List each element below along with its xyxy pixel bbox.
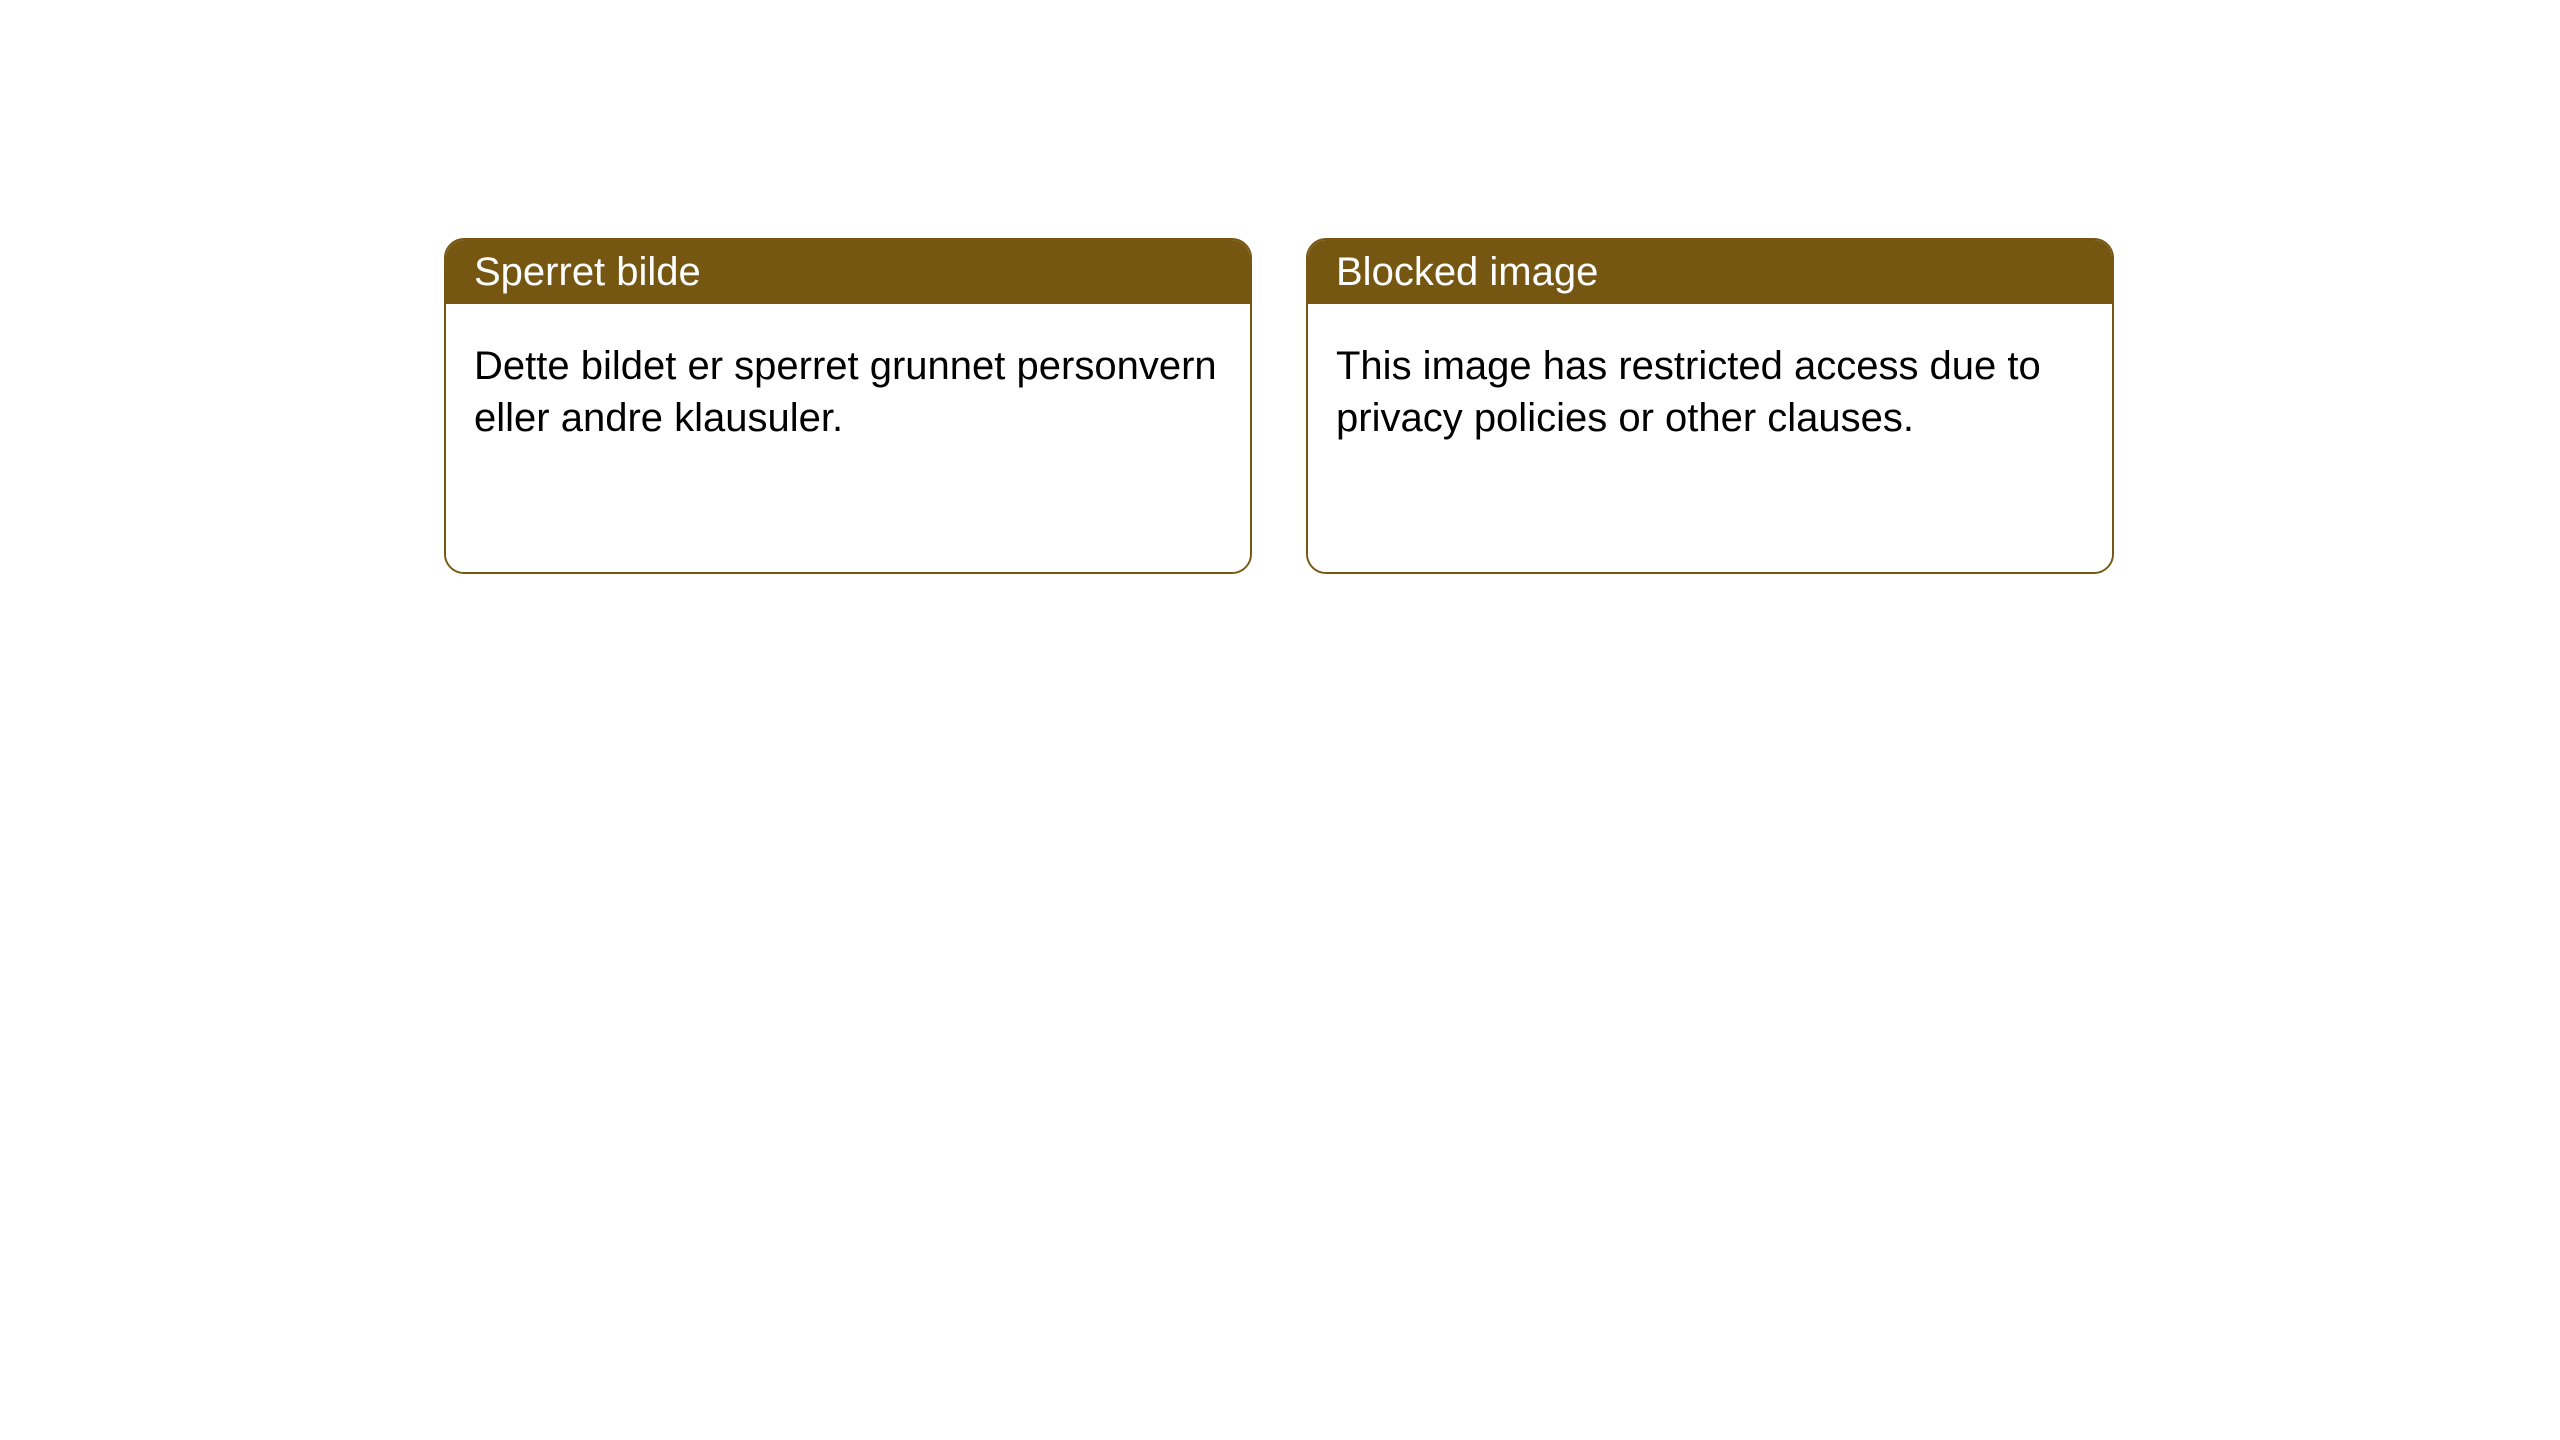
card-body: This image has restricted access due to … (1308, 304, 2112, 572)
notice-container: Sperret bilde Dette bildet er sperret gr… (0, 0, 2560, 574)
card-header: Blocked image (1308, 240, 2112, 304)
card-header: Sperret bilde (446, 240, 1250, 304)
notice-card-english: Blocked image This image has restricted … (1306, 238, 2114, 574)
card-body: Dette bildet er sperret grunnet personve… (446, 304, 1250, 572)
notice-card-norwegian: Sperret bilde Dette bildet er sperret gr… (444, 238, 1252, 574)
